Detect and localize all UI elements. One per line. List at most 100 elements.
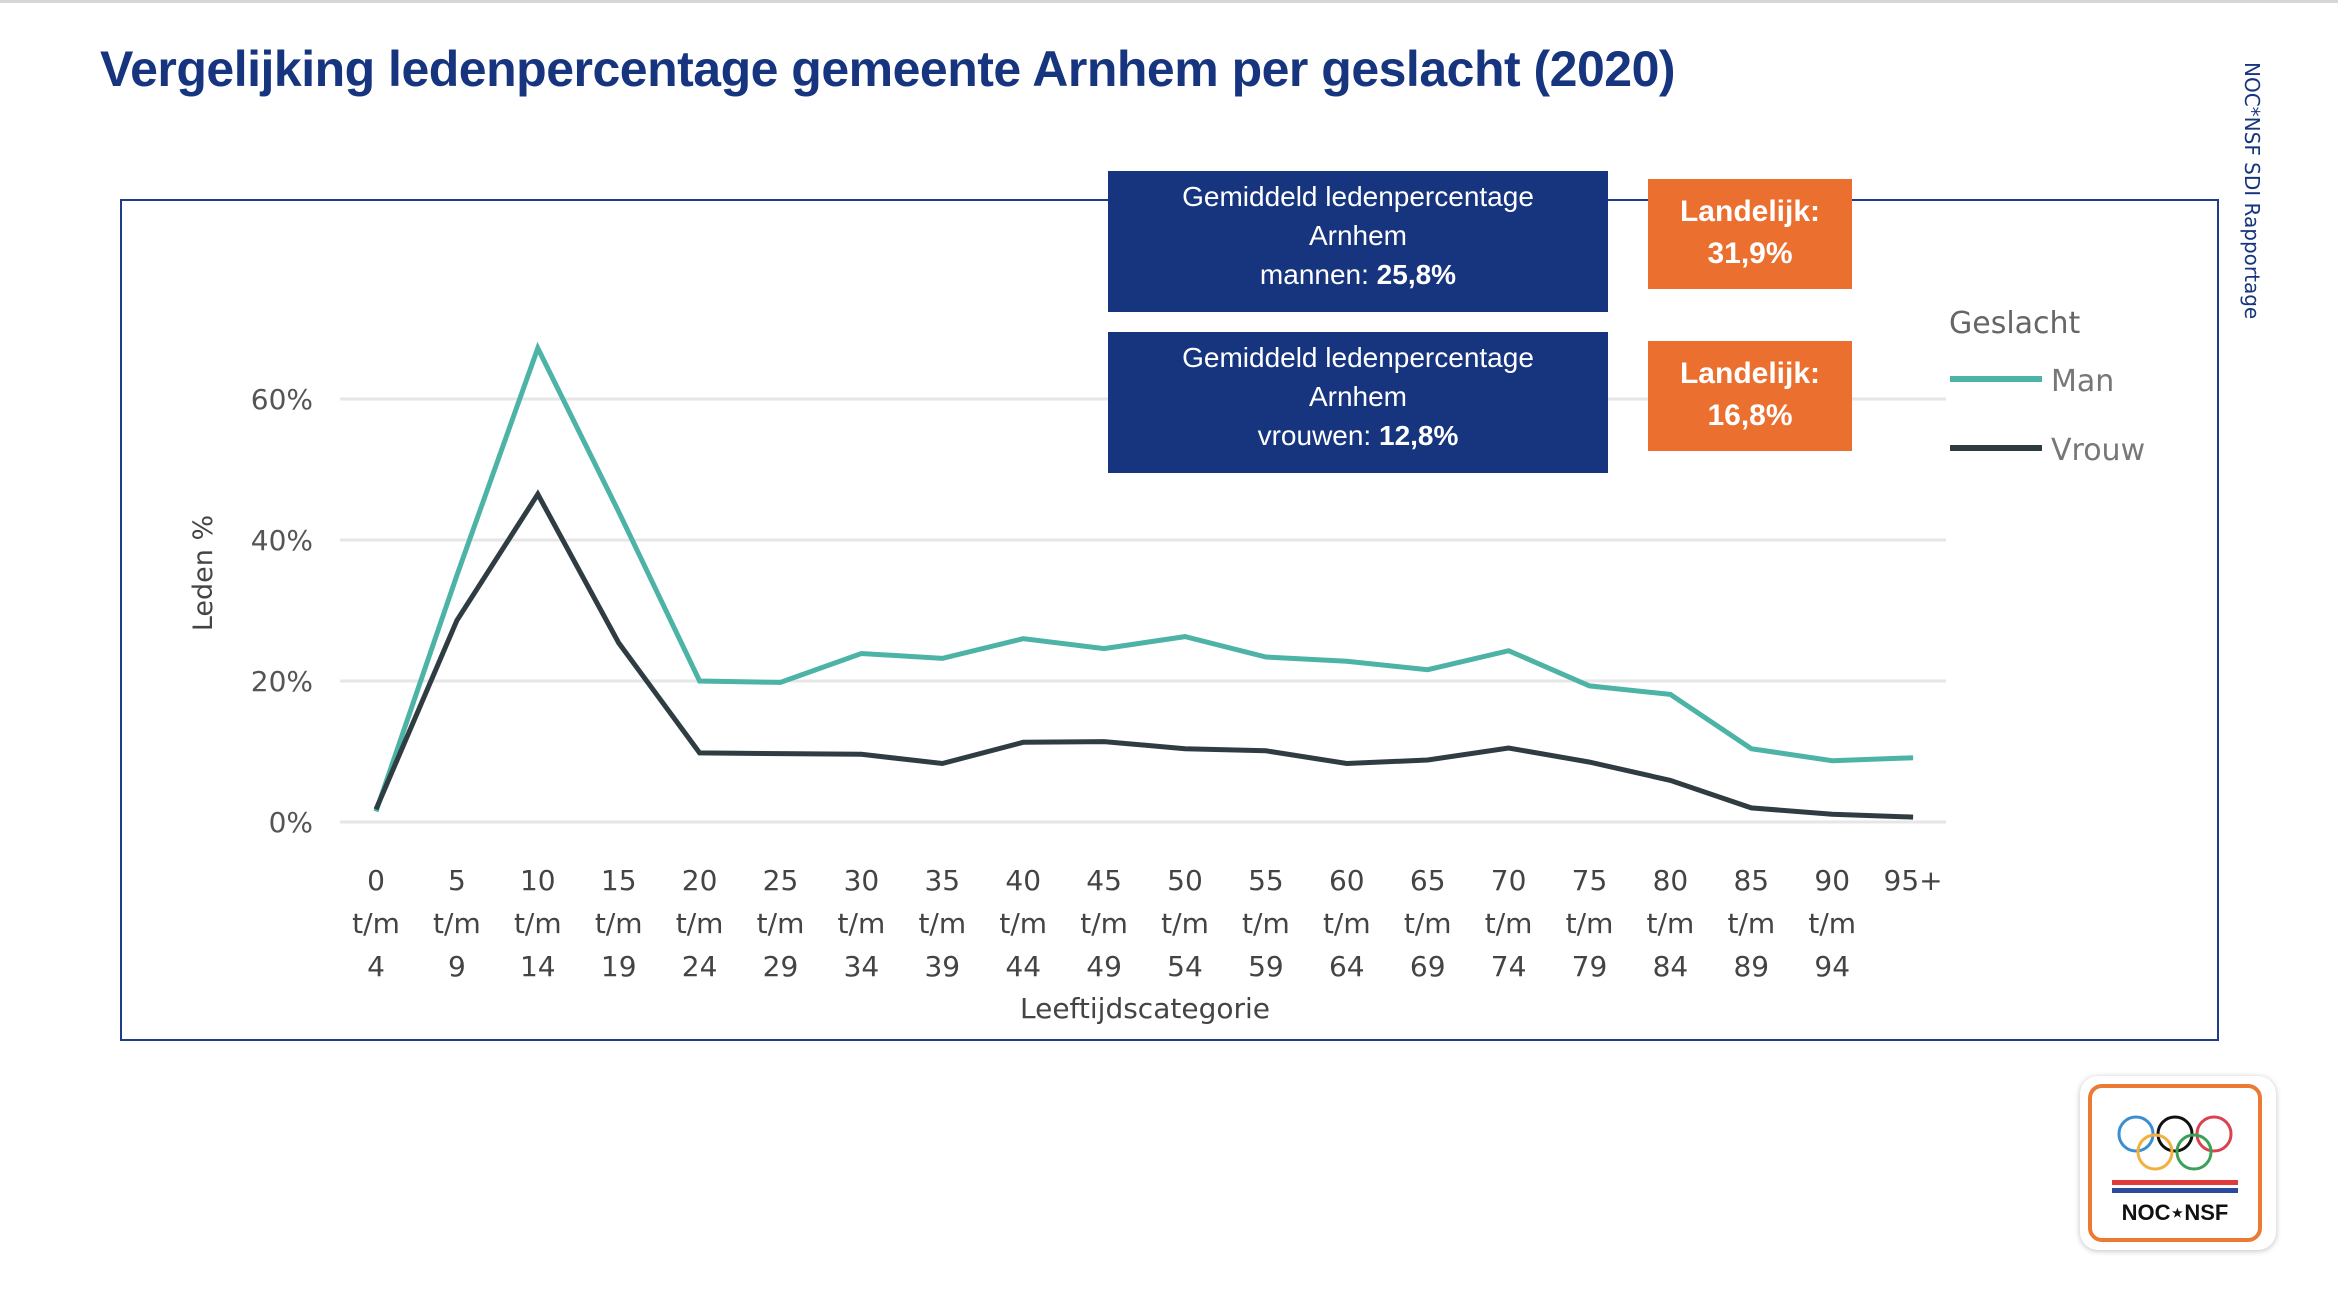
series-line-man xyxy=(373,341,1914,813)
national-women-label: Landelijk: xyxy=(1679,357,1821,390)
x-tick-label: 34 xyxy=(844,950,880,983)
flag-stripe-blue xyxy=(2112,1188,2238,1193)
ring-green-icon xyxy=(2175,1133,2213,1171)
national-men-value: 31,9% xyxy=(1707,237,1793,270)
national-men-label: Landelijk: xyxy=(1679,195,1821,228)
x-tick-label: t/m xyxy=(1323,907,1371,940)
ring-blue-icon xyxy=(2117,1115,2155,1153)
x-tick-label: t/m xyxy=(1566,907,1614,940)
logo-frame: NOC⋆NSF xyxy=(2088,1084,2262,1242)
x-tick-label: 44 xyxy=(1005,950,1041,983)
x-tick-label: 64 xyxy=(1329,950,1365,983)
x-tick-label: 55 xyxy=(1248,864,1284,897)
ring-red-icon xyxy=(2195,1115,2233,1153)
x-tick-label: 75 xyxy=(1572,864,1608,897)
x-tick-label: 54 xyxy=(1167,950,1203,983)
avg-women-line3: vrouwen: 12,8% xyxy=(1108,416,1608,455)
x-tick-label: 49 xyxy=(1086,950,1122,983)
report-side-label: NOC*NSF SDI Rapportage xyxy=(2240,62,2264,320)
x-tick-label: t/m xyxy=(999,907,1047,940)
x-tick-label: t/m xyxy=(918,907,966,940)
x-tick-label: 60 xyxy=(1329,864,1365,897)
x-tick-label: t/m xyxy=(676,907,724,940)
x-tick-label: 85 xyxy=(1733,864,1769,897)
national-men-box: Landelijk: 31,9% xyxy=(1648,179,1852,289)
x-tick-label: t/m xyxy=(514,907,562,940)
x-tick-label: 20 xyxy=(682,864,718,897)
x-tick-label: 19 xyxy=(601,950,637,983)
x-tick-label: t/m xyxy=(1080,907,1128,940)
page-title: Vergelijking ledenpercentage gemeente Ar… xyxy=(100,41,1676,97)
avg-men-line3: mannen: 25,8% xyxy=(1108,255,1608,294)
series-lines xyxy=(373,341,1914,820)
avg-men-label: mannen: xyxy=(1259,259,1369,290)
national-women-value: 16,8% xyxy=(1707,399,1793,432)
ring-yellow-icon xyxy=(2136,1133,2174,1171)
x-tick-label: 79 xyxy=(1572,950,1608,983)
avg-women-value: 12,8% xyxy=(1379,420,1459,451)
x-tick-label: 14 xyxy=(520,950,556,983)
avg-men-value: 25,8% xyxy=(1376,259,1457,290)
avg-women-label: vrouwen: xyxy=(1257,420,1372,451)
y-tick-label: 0% xyxy=(269,806,313,839)
x-tick-label: 89 xyxy=(1733,950,1769,983)
avg-men-line1: Gemiddeld ledenpercentage xyxy=(1182,181,1534,212)
x-tick-label: 50 xyxy=(1167,864,1203,897)
legend-label-man: Man xyxy=(2051,364,2114,399)
x-tick-label: 59 xyxy=(1248,950,1284,983)
flag-stripe-white xyxy=(2112,1185,2238,1188)
y-axis-title: Leden % xyxy=(188,515,219,631)
series-line-vrouw xyxy=(373,489,1914,820)
x-tick-label: t/m xyxy=(838,907,886,940)
x-tick-label: 65 xyxy=(1410,864,1446,897)
x-tick-label: 25 xyxy=(763,864,799,897)
legend: Geslacht Man Vrouw xyxy=(1949,306,2145,468)
y-tick-label: 20% xyxy=(251,665,313,698)
x-tick-label: 39 xyxy=(924,950,960,983)
x-tick-label: 74 xyxy=(1491,950,1527,983)
x-tick-label: 29 xyxy=(763,950,799,983)
x-tick-label: 10 xyxy=(520,864,556,897)
x-tick-label: t/m xyxy=(595,907,643,940)
x-tick-label: 69 xyxy=(1410,950,1446,983)
x-tick-label: 4 xyxy=(367,950,385,983)
y-tick-labels: 0% 20% 40% 60% xyxy=(251,383,313,839)
avg-women-line1: Gemiddeld ledenpercentage xyxy=(1182,342,1534,373)
ring-black-icon xyxy=(2156,1115,2194,1153)
avg-men-line2: Arnhem xyxy=(1308,220,1408,251)
x-tick-label: 45 xyxy=(1086,864,1122,897)
noc-nsf-logo: NOC⋆NSF xyxy=(2080,1076,2276,1250)
x-tick-label: t/m xyxy=(352,907,400,940)
avg-women-line2: Arnhem xyxy=(1308,381,1408,412)
top-rule xyxy=(0,0,2338,3)
x-tick-label: 15 xyxy=(601,864,637,897)
x-tick-label: t/m xyxy=(1647,907,1695,940)
avg-men-box: Gemiddeld ledenpercentage Arnhem mannen:… xyxy=(1108,171,1608,312)
legend-label-vrouw: Vrouw xyxy=(2051,433,2145,468)
x-tick-label: 84 xyxy=(1653,950,1689,983)
x-tick-label: t/m xyxy=(1485,907,1533,940)
avg-women-box: Gemiddeld ledenpercentage Arnhem vrouwen… xyxy=(1108,332,1608,473)
x-tick-label: 9 xyxy=(448,950,466,983)
x-tick-label: t/m xyxy=(1808,907,1856,940)
x-tick-label: 95+ xyxy=(1884,864,1943,897)
x-tick-label: t/m xyxy=(433,907,481,940)
x-tick-label: 0 xyxy=(367,864,385,897)
x-tick-label: 94 xyxy=(1814,950,1850,983)
flag-stripe-red xyxy=(2112,1180,2238,1185)
legend-title: Geslacht xyxy=(1949,306,2081,341)
y-tick-label: 40% xyxy=(251,524,313,557)
x-tick-labels: 0t/m45t/m910t/m1415t/m1920t/m2425t/m2930… xyxy=(352,864,1942,983)
x-tick-label: 70 xyxy=(1491,864,1527,897)
x-tick-label: 80 xyxy=(1653,864,1689,897)
x-tick-label: 40 xyxy=(1005,864,1041,897)
x-tick-label: t/m xyxy=(1161,907,1209,940)
x-tick-label: 90 xyxy=(1814,864,1850,897)
x-tick-label: 30 xyxy=(844,864,880,897)
national-women-box: Landelijk: 16,8% xyxy=(1648,341,1852,451)
x-tick-label: 5 xyxy=(448,864,466,897)
x-tick-label: 24 xyxy=(682,950,718,983)
x-axis-title: Leeftijdscategorie xyxy=(1020,992,1270,1025)
logo-text: NOC⋆NSF xyxy=(2121,1200,2229,1225)
y-tick-label: 60% xyxy=(251,383,313,416)
